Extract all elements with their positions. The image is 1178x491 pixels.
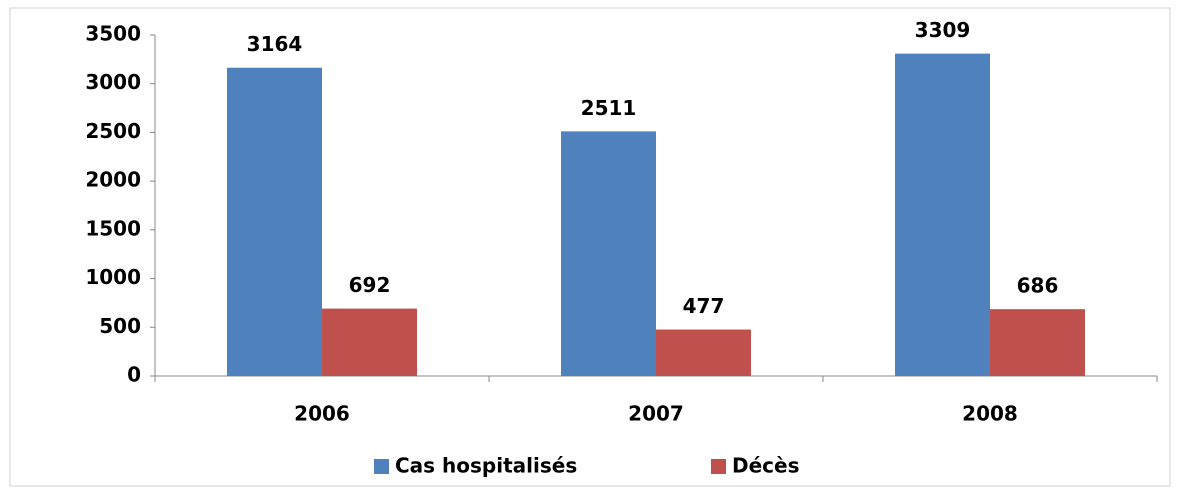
data-label: 3164 bbox=[247, 32, 303, 56]
y-tick-label: 2000 bbox=[85, 168, 141, 192]
x-tick-label: 2008 bbox=[962, 402, 1018, 426]
bar bbox=[227, 67, 322, 377]
legend-swatch bbox=[374, 459, 389, 474]
data-label: 2511 bbox=[581, 96, 637, 120]
y-tick-label: 0 bbox=[127, 363, 141, 387]
y-tick-label: 3000 bbox=[85, 70, 141, 94]
legend-swatch bbox=[711, 459, 726, 474]
legend-label: Décès bbox=[732, 454, 800, 478]
data-label: 477 bbox=[683, 294, 725, 318]
y-tick-label: 1500 bbox=[85, 216, 141, 240]
bar bbox=[656, 329, 751, 376]
x-tick-label: 2007 bbox=[628, 402, 684, 426]
y-tick-label: 2500 bbox=[85, 119, 141, 143]
y-tick-label: 3500 bbox=[85, 22, 141, 46]
bar bbox=[895, 53, 990, 376]
bar bbox=[990, 309, 1085, 376]
y-tick-label: 1000 bbox=[85, 265, 141, 289]
legend-label: Cas hospitalisés bbox=[395, 454, 577, 478]
y-tick-label: 500 bbox=[99, 314, 141, 338]
bar bbox=[322, 308, 417, 376]
data-label: 3309 bbox=[915, 18, 971, 42]
data-label: 686 bbox=[1017, 274, 1059, 298]
bar bbox=[561, 131, 656, 376]
x-tick-label: 2006 bbox=[294, 402, 350, 426]
data-label: 692 bbox=[349, 273, 391, 297]
